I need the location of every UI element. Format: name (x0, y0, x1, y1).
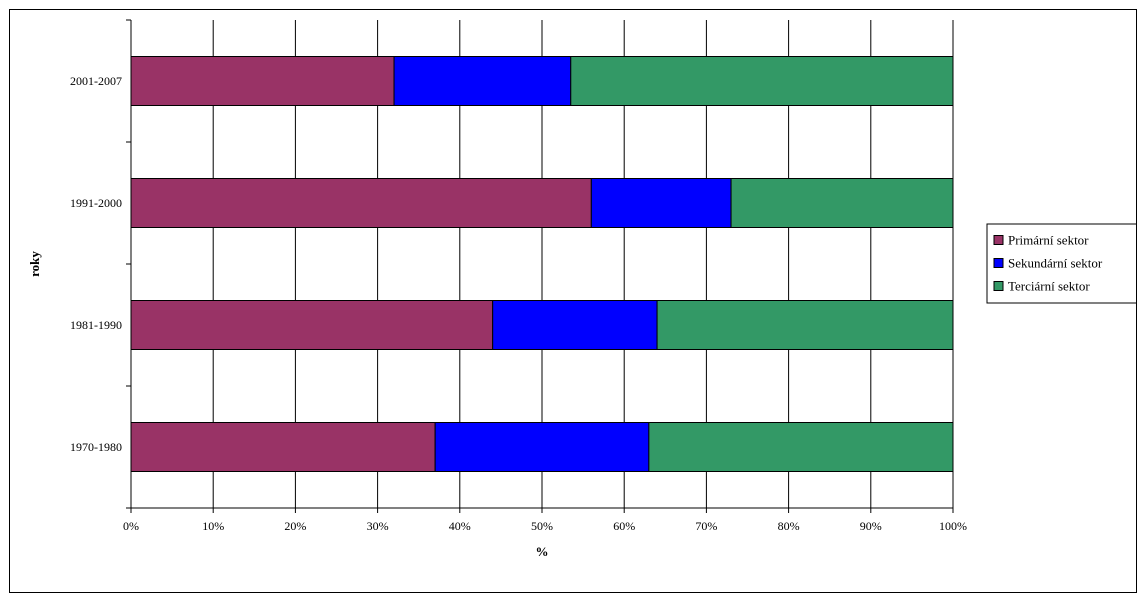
x-tick-label: 20% (284, 519, 306, 533)
bar-sekundární-1991-2000 (590, 178, 732, 228)
legend-label: Sekundární sektor (1008, 256, 1103, 271)
y-tick-label: 2001-2007 (70, 74, 122, 88)
axis-labels: 0% 10% 20% 30% 40% 50% 60% 70% 80% 90% 100% 1970-19… (70, 74, 967, 533)
bar-primární-1970-1980 (130, 422, 436, 472)
chart-area: 0% 10% 20% 30% 40% 50% 60% 70% 80% 90% 100% 1970-19… (9, 9, 1137, 593)
bar-terciární-2001-2007 (570, 56, 954, 106)
y-tick-label: 1981-1990 (70, 318, 122, 332)
legend-box (986, 223, 1136, 304)
bar-sekundární-1981-1990 (492, 300, 658, 350)
bar-sekundární-1970-1980 (434, 422, 650, 472)
axes (126, 19, 954, 513)
bar-terciární-1981-1990 (656, 300, 954, 350)
x-tick-label: 70% (695, 519, 717, 533)
x-tick-label: 30% (367, 519, 389, 533)
y-tick-label: 1991-2000 (70, 196, 122, 210)
x-tick-label: 90% (860, 519, 882, 533)
bar-terciární-1991-2000 (730, 178, 954, 228)
x-tick-label: 60% (613, 519, 635, 533)
legend-label: Primární sektor (1008, 233, 1089, 248)
x-tick-label: 10% (202, 519, 224, 533)
legend-swatch (993, 258, 1004, 268)
y-axis-title: roky (27, 251, 42, 277)
x-axis-title: % (536, 544, 549, 559)
x-tick-label: 50% (531, 519, 553, 533)
legend-label: Terciární sektor (1008, 279, 1090, 294)
x-tick-label: 40% (449, 519, 471, 533)
bar-sekundární-2001-2007 (393, 56, 572, 106)
legend-swatch (993, 235, 1004, 245)
bar-primární-1991-2000 (130, 178, 592, 228)
bars (130, 56, 954, 472)
bar-primární-1981-1990 (130, 300, 494, 350)
x-tick-label: 100% (939, 519, 967, 533)
x-tick-label: 80% (778, 519, 800, 533)
stacked-bar-chart: 0% 10% 20% 30% 40% 50% 60% 70% 80% 90% 100% 1970-19… (27, 19, 1136, 559)
bar-terciární-1970-1980 (648, 422, 954, 472)
legend-swatch (993, 281, 1004, 291)
y-tick-label: 1970-1980 (70, 440, 122, 454)
bar-primární-2001-2007 (130, 56, 395, 106)
legend: Primární sektor Sekundární sektor Terciárn… (986, 223, 1136, 304)
x-tick-label: 0% (123, 519, 139, 533)
